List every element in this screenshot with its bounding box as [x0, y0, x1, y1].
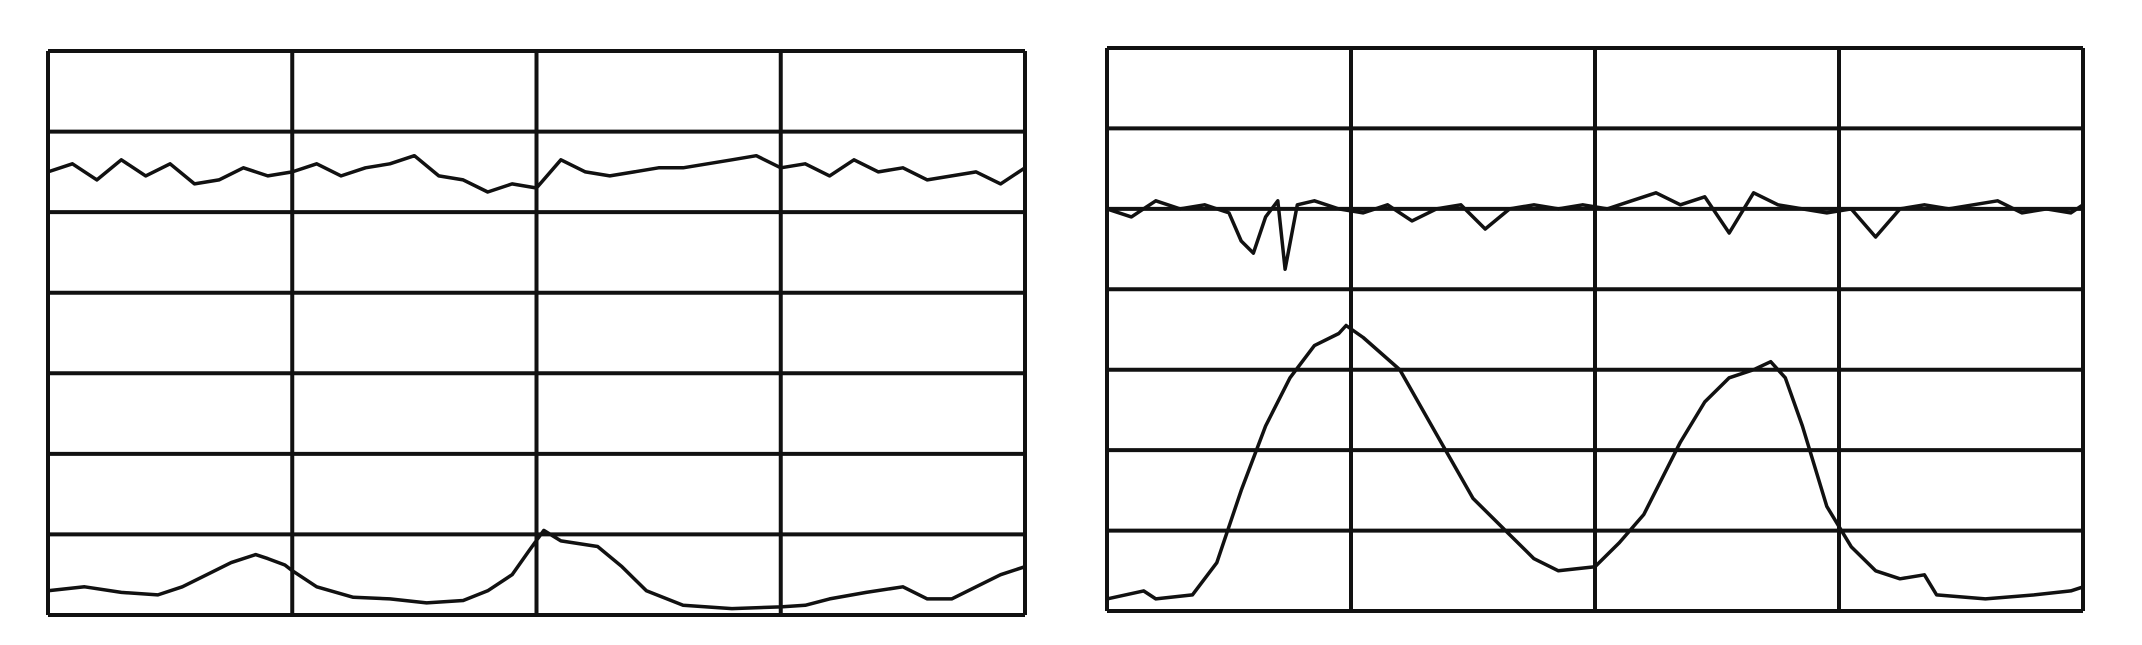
- upper-trace-line: [47, 153, 1026, 194]
- lower-trace-line: [1106, 323, 2084, 601]
- left-oscillogram-chart: [46, 49, 1027, 617]
- upper-trace-line: [1106, 191, 2084, 271]
- lower-trace-line: [47, 528, 1026, 611]
- right-oscillogram-chart: [1105, 46, 2085, 613]
